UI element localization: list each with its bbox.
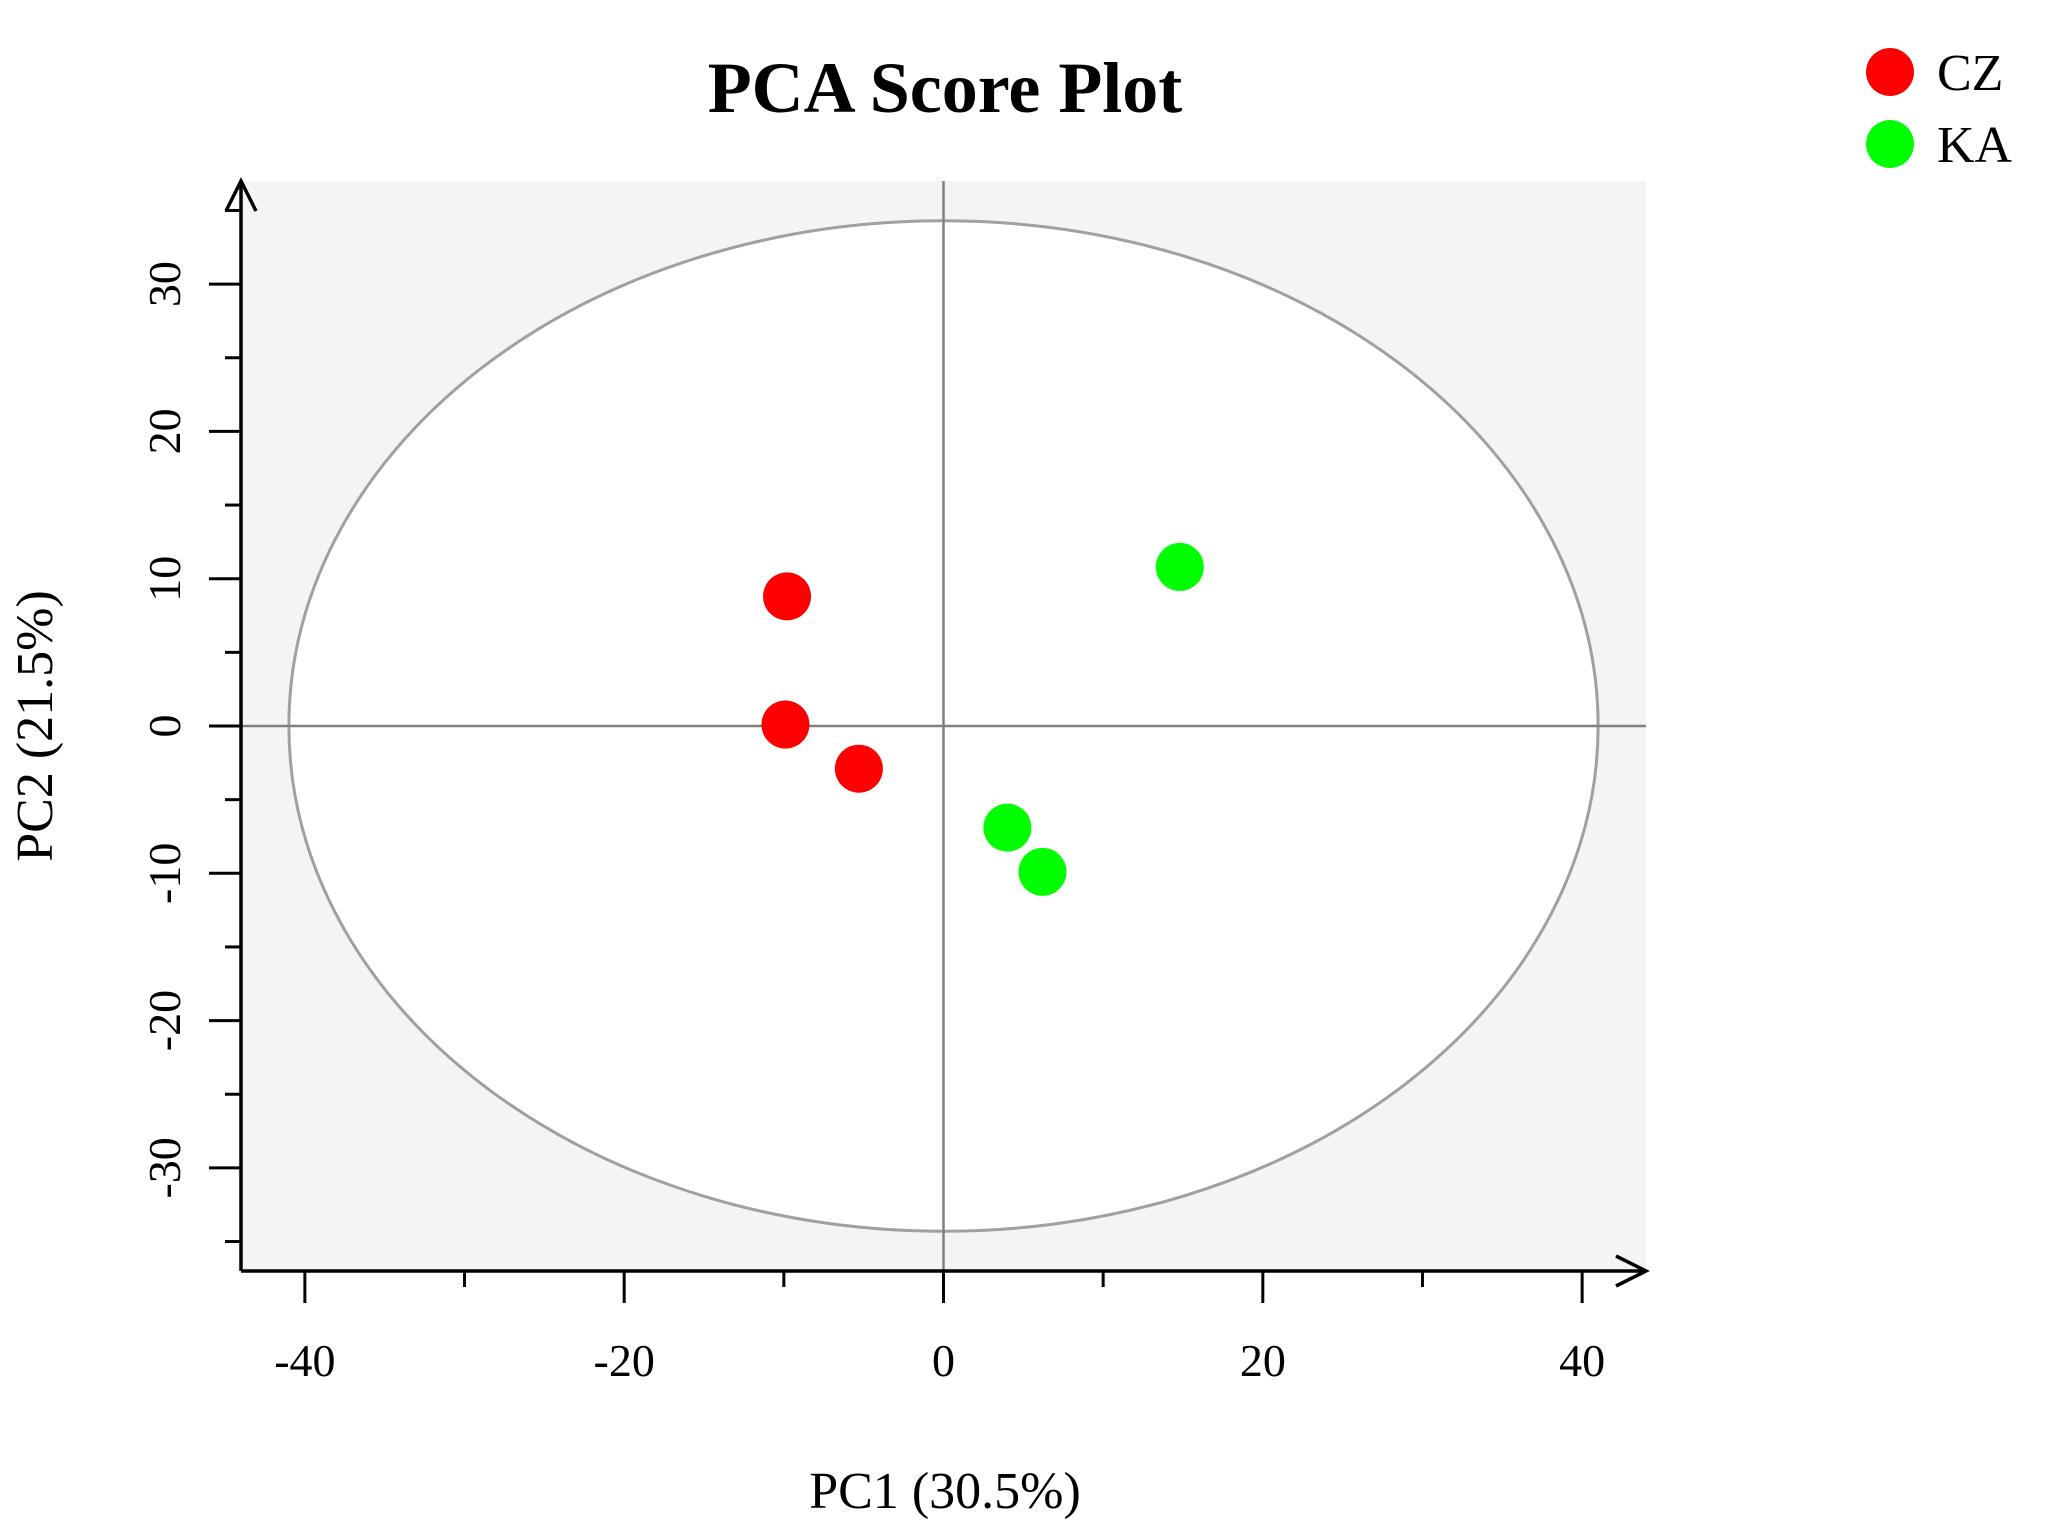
chart-title: PCA Score Plot — [708, 48, 1183, 128]
y-tick-label: 10 — [139, 556, 190, 602]
legend: CZ KA — [1866, 45, 2013, 174]
y-tick-label: 0 — [139, 715, 190, 738]
y-tick-label: -20 — [139, 990, 190, 1051]
y-axis-label: PC2 (21.5%) — [7, 590, 64, 862]
x-tick-label: 20 — [1240, 1335, 1286, 1386]
y-tick-label: -30 — [139, 1137, 190, 1198]
data-point-ka — [983, 803, 1032, 852]
x-tick-label: 40 — [1559, 1335, 1605, 1386]
x-axis-label: PC1 (30.5%) — [809, 1463, 1081, 1520]
data-point-cz — [763, 572, 812, 621]
data-point-ka — [1155, 542, 1204, 591]
legend-marker-ka — [1866, 120, 1914, 168]
x-axis-arrow — [1615, 1254, 1650, 1288]
legend-label-cz: CZ — [1937, 45, 2003, 102]
ticks-layer: -40 -20 0 20 40 -30 -20 -10 0 10 20 30 — [139, 208, 1605, 1386]
y-axis-arrow — [224, 177, 258, 212]
data-point-cz — [834, 744, 883, 793]
data-points-layer — [761, 542, 1204, 896]
y-tick-label: 20 — [139, 408, 190, 454]
y-tick-label: 30 — [139, 261, 190, 307]
x-tick-label: -20 — [594, 1335, 655, 1386]
data-point-ka — [1018, 847, 1067, 896]
y-tick-label: -10 — [139, 843, 190, 904]
data-point-cz — [761, 700, 810, 749]
zero-lines-layer — [241, 181, 1646, 1271]
x-tick-label: 0 — [932, 1335, 955, 1386]
x-tick-label: -40 — [274, 1335, 335, 1386]
legend-marker-cz — [1866, 48, 1914, 96]
legend-label-ka: KA — [1937, 117, 2013, 174]
